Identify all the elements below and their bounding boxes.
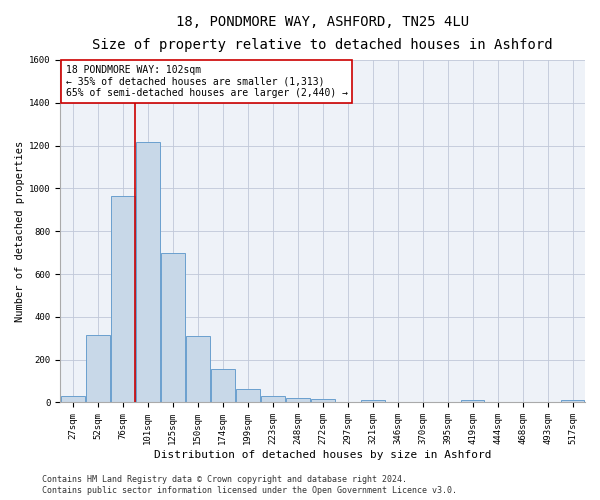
Bar [211,370,235,402]
Bar [236,388,260,402]
Bar [161,252,185,402]
Bar [311,400,335,402]
Bar [361,400,385,402]
Bar [261,396,284,402]
Bar [86,335,110,402]
Text: Contains HM Land Registry data © Crown copyright and database right 2024.: Contains HM Land Registry data © Crown c… [42,475,407,484]
Bar [61,396,85,402]
Bar [186,336,209,402]
Bar [111,196,135,402]
Title: 18, PONDMORE WAY, ASHFORD, TN25 4LU
Size of property relative to detached houses: 18, PONDMORE WAY, ASHFORD, TN25 4LU Size… [92,15,553,52]
Y-axis label: Number of detached properties: Number of detached properties [15,140,25,322]
Bar [136,142,160,402]
Bar [560,400,584,402]
X-axis label: Distribution of detached houses by size in Ashford: Distribution of detached houses by size … [154,450,491,460]
Bar [461,400,484,402]
Text: Contains public sector information licensed under the Open Government Licence v3: Contains public sector information licen… [42,486,457,495]
Bar [286,398,310,402]
Text: 18 PONDMORE WAY: 102sqm
← 35% of detached houses are smaller (1,313)
65% of semi: 18 PONDMORE WAY: 102sqm ← 35% of detache… [65,65,347,98]
